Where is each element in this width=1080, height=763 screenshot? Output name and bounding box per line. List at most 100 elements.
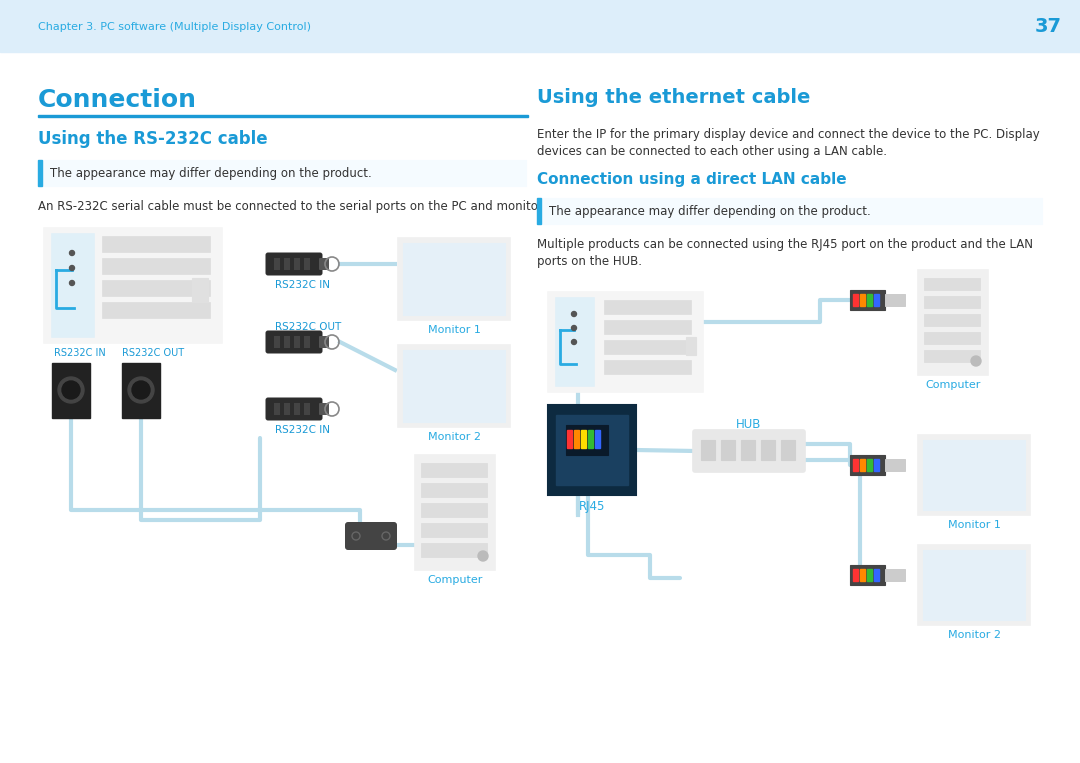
Bar	[924, 350, 980, 362]
Bar	[38, 160, 526, 186]
Text: RS232C IN: RS232C IN	[275, 280, 330, 290]
Bar	[581, 430, 586, 448]
Circle shape	[132, 381, 150, 399]
Bar	[102, 302, 210, 318]
Bar	[761, 440, 775, 460]
Bar	[918, 435, 1030, 515]
Bar	[52, 363, 90, 418]
Bar	[403, 243, 505, 315]
Bar	[566, 425, 608, 455]
Bar	[399, 238, 510, 320]
Bar	[303, 258, 310, 270]
Bar	[403, 350, 505, 422]
Bar	[923, 440, 1025, 510]
Bar	[38, 115, 528, 117]
Bar	[721, 440, 735, 460]
FancyBboxPatch shape	[266, 398, 323, 420]
Text: RS232C OUT: RS232C OUT	[122, 348, 184, 358]
Bar	[850, 565, 885, 585]
Bar	[885, 294, 905, 306]
Bar	[421, 523, 487, 537]
Bar	[924, 314, 980, 326]
Bar	[885, 459, 905, 471]
Bar	[604, 340, 691, 354]
Text: 37: 37	[1035, 18, 1062, 37]
Text: devices can be connected to each other using a LAN cable.: devices can be connected to each other u…	[537, 145, 887, 158]
Bar	[874, 459, 879, 471]
Bar	[274, 403, 280, 415]
Bar	[567, 430, 572, 448]
Bar	[294, 403, 300, 415]
Bar	[924, 332, 980, 344]
Bar	[294, 336, 300, 348]
Circle shape	[58, 377, 84, 403]
Bar	[44, 228, 222, 343]
Bar	[415, 455, 495, 570]
Bar	[860, 294, 865, 306]
Bar	[548, 292, 703, 392]
Bar	[421, 543, 487, 557]
Bar	[867, 569, 872, 581]
Text: HUB: HUB	[737, 418, 761, 431]
Text: The appearance may differ depending on the product.: The appearance may differ depending on t…	[549, 204, 870, 217]
Bar	[421, 483, 487, 497]
Bar	[686, 337, 696, 355]
Circle shape	[69, 266, 75, 271]
Bar	[924, 296, 980, 308]
Bar	[850, 455, 885, 475]
Bar	[274, 336, 280, 348]
Bar	[537, 198, 1042, 224]
Circle shape	[571, 340, 577, 345]
FancyBboxPatch shape	[345, 522, 397, 550]
Bar	[0, 0, 1080, 52]
Bar	[52, 234, 94, 337]
Bar	[588, 430, 593, 448]
Bar	[537, 198, 541, 224]
Bar	[421, 503, 487, 517]
Bar	[924, 278, 980, 290]
Bar	[918, 270, 988, 375]
Bar	[885, 569, 905, 581]
Bar	[923, 550, 1025, 620]
Circle shape	[571, 326, 577, 330]
Circle shape	[62, 381, 80, 399]
Text: RJ45: RJ45	[579, 500, 605, 513]
Bar	[604, 360, 691, 374]
Text: Monitor 1: Monitor 1	[428, 325, 481, 335]
Bar	[850, 290, 885, 310]
Bar	[918, 545, 1030, 625]
FancyBboxPatch shape	[319, 258, 329, 270]
Bar	[284, 258, 291, 270]
Text: Connection: Connection	[38, 88, 197, 112]
Text: RS232C OUT: RS232C OUT	[275, 322, 341, 332]
FancyBboxPatch shape	[319, 403, 329, 415]
Bar	[604, 300, 691, 314]
Text: ports on the HUB.: ports on the HUB.	[537, 255, 642, 268]
Bar	[548, 405, 636, 495]
Text: RS232C IN: RS232C IN	[54, 348, 106, 358]
FancyBboxPatch shape	[266, 253, 323, 275]
Bar	[294, 258, 300, 270]
Bar	[102, 236, 210, 252]
Circle shape	[129, 377, 154, 403]
Bar	[853, 569, 858, 581]
Bar	[573, 430, 579, 448]
Text: Enter the IP for the primary display device and connect the device to the PC. Di: Enter the IP for the primary display dev…	[537, 128, 1040, 141]
Bar	[274, 258, 280, 270]
Bar	[192, 278, 208, 302]
Circle shape	[69, 250, 75, 256]
Bar	[102, 280, 210, 296]
Bar	[874, 569, 879, 581]
Circle shape	[69, 281, 75, 285]
FancyBboxPatch shape	[266, 330, 323, 353]
Text: Monitor 1: Monitor 1	[947, 520, 1000, 530]
Text: Chapter 3. PC software (Multiple Display Control): Chapter 3. PC software (Multiple Display…	[38, 22, 311, 32]
Bar	[860, 569, 865, 581]
Bar	[122, 363, 160, 418]
Bar	[741, 440, 755, 460]
Circle shape	[478, 551, 488, 561]
Text: The appearance may differ depending on the product.: The appearance may differ depending on t…	[50, 166, 372, 179]
Bar	[556, 415, 627, 485]
Bar	[701, 440, 715, 460]
Bar	[595, 430, 600, 448]
